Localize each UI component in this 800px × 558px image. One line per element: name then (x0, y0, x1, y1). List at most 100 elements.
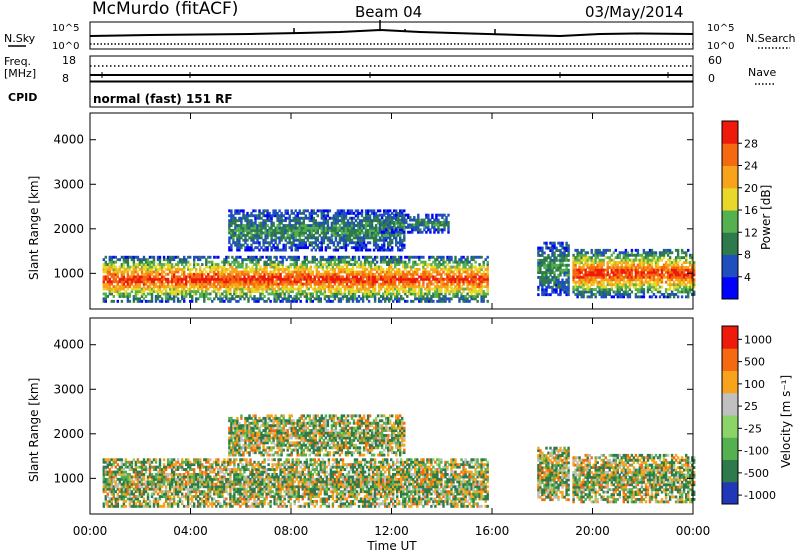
power-echo-cell (300, 280, 302, 283)
power-echo-cell (179, 285, 181, 288)
power-echo-cell (280, 222, 282, 225)
power-echo-cell (301, 239, 303, 242)
power-echo-cell (376, 256, 378, 259)
power-echo-cell (177, 271, 179, 274)
power-echo-cell (219, 295, 221, 298)
power-echo-cell (341, 209, 343, 212)
power-echo-cell (401, 239, 403, 242)
power-echo-cell (380, 275, 382, 278)
power-echo-cell (360, 266, 362, 269)
power-echo-cell (541, 283, 543, 286)
power-echo-cell (340, 280, 342, 283)
power-echo-cell (447, 214, 449, 217)
power-echo-cell (582, 259, 584, 262)
power-echo-cell (300, 295, 302, 298)
power-echo-cell (259, 280, 261, 283)
power-echo-cell (282, 261, 284, 264)
power-echo-cell (219, 271, 221, 274)
power-echo-cell (440, 256, 442, 259)
power-echo-cell (487, 261, 489, 264)
power-echo-cell (401, 241, 403, 244)
power-echo-cell (239, 256, 241, 259)
power-echo-cell (623, 259, 625, 262)
power-echo-cell (300, 263, 302, 266)
power-echo-cell (121, 300, 123, 303)
power-echo-cell (335, 236, 337, 239)
power-echo-cell (623, 254, 625, 257)
power-echo-cell (361, 222, 363, 225)
power-echo-cell (219, 293, 221, 296)
power-echo-cell (487, 290, 489, 293)
power-echo-cell (595, 293, 597, 296)
power-echo-cell (312, 300, 314, 303)
power-echo-cell (541, 271, 543, 274)
power-echo-cell (282, 300, 284, 303)
power-echo-cell (173, 300, 175, 303)
power-echo-cell (270, 217, 272, 220)
power-echo-cell (360, 280, 362, 283)
power-echo-cell (427, 224, 429, 227)
power-echo-cell (267, 297, 269, 300)
power-echo-cell (159, 300, 161, 303)
power-echo-cell (320, 300, 322, 303)
power-echo-cell (340, 288, 342, 291)
power-echo-cell (159, 256, 161, 259)
power-echo-cell (470, 263, 472, 266)
power-echo-cell (587, 251, 589, 254)
power-echo-cell (137, 271, 139, 274)
power-echo-cell (380, 300, 382, 303)
power-echo-cell (405, 219, 407, 222)
power-echo-cell (197, 263, 199, 266)
power-echo-cell (400, 271, 402, 274)
power-echo-cell (240, 227, 242, 230)
power-echo-cell (260, 227, 262, 230)
power-echo-cell (260, 232, 262, 235)
power-echo-cell (384, 300, 386, 303)
power-echo-cell (266, 246, 268, 249)
power-echo-cell (623, 266, 625, 269)
power-echo-cell (141, 300, 143, 303)
cpid-row: CPID normal (fast) 151 RF (8, 82, 693, 107)
power-echo-cell (401, 228, 403, 231)
power-echo-cell (380, 283, 382, 286)
power-echo-cell (269, 256, 271, 259)
power-echo-cell (480, 300, 482, 303)
power-echo-cell (643, 281, 645, 284)
power-echo-cell (191, 300, 193, 303)
power-echo-cell (361, 212, 363, 215)
power-echo-cell (279, 256, 281, 259)
power-echo-cell (219, 300, 221, 303)
power-echo-cell (603, 283, 605, 286)
power-echo-cell (422, 256, 424, 259)
power-echo-cell (462, 290, 464, 293)
power-echo-cell (327, 232, 329, 235)
power-echo-cell (443, 228, 445, 231)
power-echo-cell (361, 241, 363, 244)
power-echo-cell (609, 249, 611, 252)
power-echo-cell (380, 295, 382, 298)
power-echo-cell (117, 300, 119, 303)
power-echo-cell (321, 227, 323, 230)
nsky-panel: N.Sky 10^5 10^0 10^5 10^0 N.Search (4, 20, 796, 52)
nsky-trace (90, 30, 693, 36)
power-echo-cell (139, 290, 141, 293)
power-echo-cell (382, 268, 384, 271)
power-echo-cell (306, 256, 308, 259)
nave-label: Nave (748, 66, 776, 79)
power-echo-cell (265, 300, 267, 303)
power-echo-cell (159, 295, 161, 298)
power-echo-cell (432, 300, 434, 303)
power-echo-cell (260, 212, 262, 215)
power-echo-cell (553, 242, 555, 245)
power-echo-cell (179, 275, 181, 278)
power-echo-cell (259, 256, 261, 259)
power-echo-cell (340, 290, 342, 293)
power-echo-cell (360, 285, 362, 288)
power-echo-cell (643, 264, 645, 267)
power-echo-cell (380, 256, 382, 259)
power-echo-cell (448, 261, 450, 264)
power-echo-cell (340, 275, 342, 278)
freq-tick-top: 18 (62, 54, 76, 67)
power-echo-cell (139, 300, 141, 303)
power-echo-cell (301, 241, 303, 244)
